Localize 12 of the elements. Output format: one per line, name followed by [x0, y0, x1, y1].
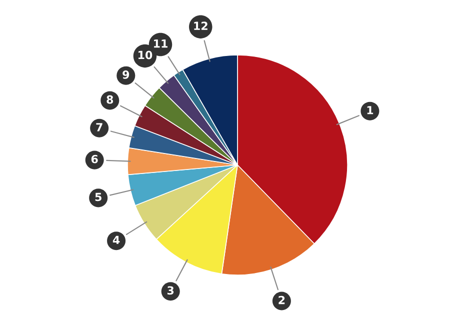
slice-label: 5	[95, 192, 102, 202]
slice-label: 9	[122, 70, 130, 79]
slice-label: 11	[154, 39, 168, 48]
slice-label: 12	[194, 22, 208, 30]
slice-label: 2	[278, 296, 285, 304]
slice-label: 6	[91, 154, 98, 164]
slice-label: 7	[96, 123, 102, 132]
slice-label: 3	[167, 286, 174, 295]
slice-label: 10	[138, 50, 152, 60]
slice-label: 4	[112, 236, 120, 244]
slice-label: 1	[367, 106, 374, 114]
slice-label: 8	[106, 95, 114, 104]
